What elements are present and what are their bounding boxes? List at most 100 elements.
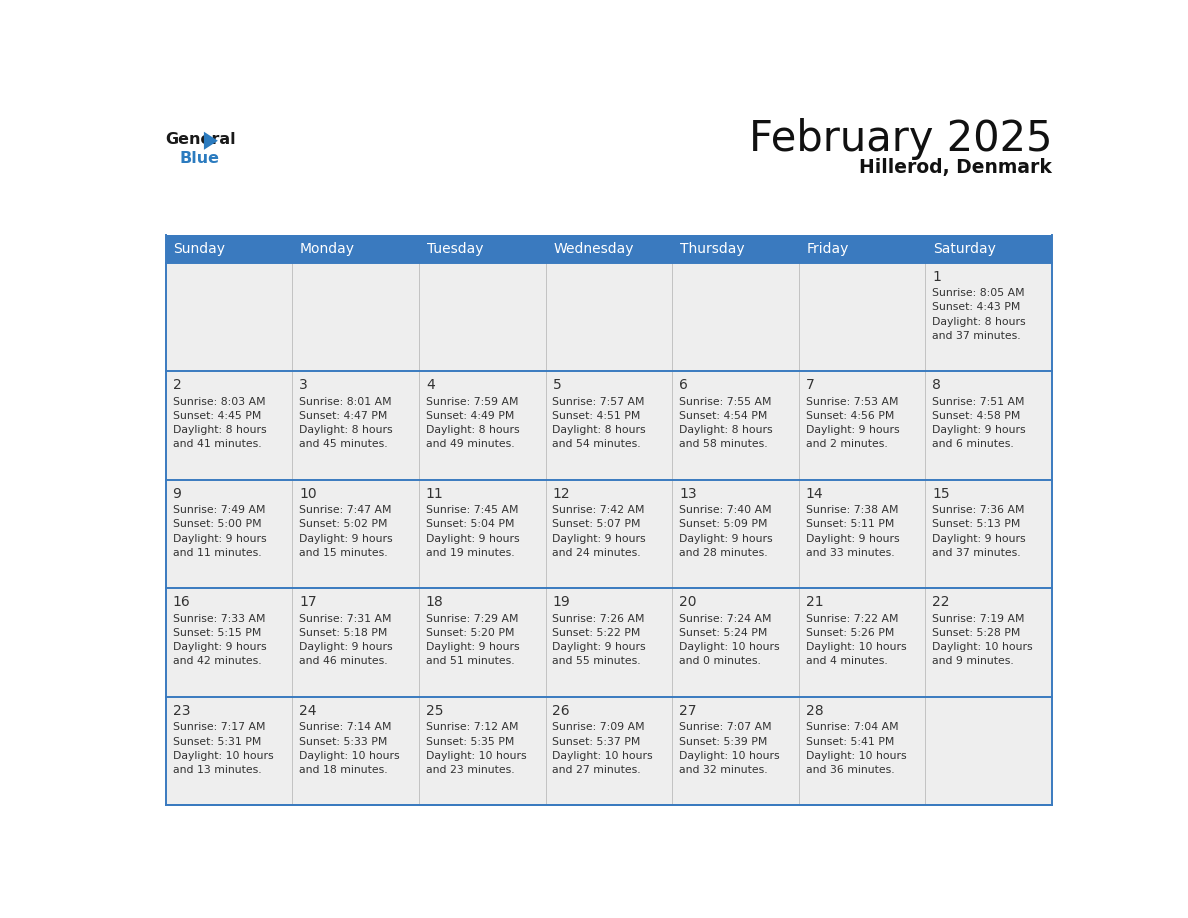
Text: Sunset: 5:20 PM: Sunset: 5:20 PM: [425, 628, 514, 638]
Bar: [165, 697, 1053, 805]
Text: and 32 minutes.: and 32 minutes.: [680, 765, 767, 775]
Text: February 2025: February 2025: [748, 118, 1053, 160]
Text: Tuesday: Tuesday: [426, 241, 484, 256]
Text: Daylight: 10 hours: Daylight: 10 hours: [299, 751, 400, 761]
Text: and 18 minutes.: and 18 minutes.: [299, 765, 387, 775]
Text: Sunrise: 8:05 AM: Sunrise: 8:05 AM: [933, 288, 1025, 298]
Text: 6: 6: [680, 378, 688, 392]
Text: Daylight: 9 hours: Daylight: 9 hours: [425, 643, 519, 652]
Text: 16: 16: [172, 595, 190, 610]
Text: and 28 minutes.: and 28 minutes.: [680, 548, 767, 558]
Text: Sunset: 5:09 PM: Sunset: 5:09 PM: [680, 520, 767, 530]
Text: 11: 11: [425, 487, 443, 500]
Text: Sunrise: 7:40 AM: Sunrise: 7:40 AM: [680, 505, 772, 515]
Text: and 24 minutes.: and 24 minutes.: [552, 548, 642, 558]
Text: Sunrise: 7:42 AM: Sunrise: 7:42 AM: [552, 505, 645, 515]
Text: Sunrise: 7:04 AM: Sunrise: 7:04 AM: [805, 722, 898, 733]
Text: Sunset: 5:35 PM: Sunset: 5:35 PM: [425, 736, 514, 746]
Text: Daylight: 9 hours: Daylight: 9 hours: [933, 425, 1026, 435]
Text: Daylight: 10 hours: Daylight: 10 hours: [552, 751, 653, 761]
Text: 3: 3: [299, 378, 308, 392]
Text: Daylight: 9 hours: Daylight: 9 hours: [425, 533, 519, 543]
Text: Thursday: Thursday: [680, 241, 745, 256]
Text: Sunrise: 7:07 AM: Sunrise: 7:07 AM: [680, 722, 772, 733]
Text: and 15 minutes.: and 15 minutes.: [299, 548, 387, 558]
Text: 9: 9: [172, 487, 182, 500]
Text: Sunrise: 7:33 AM: Sunrise: 7:33 AM: [172, 614, 265, 623]
Polygon shape: [204, 131, 217, 150]
Text: Sunset: 4:51 PM: Sunset: 4:51 PM: [552, 411, 640, 420]
Text: Daylight: 9 hours: Daylight: 9 hours: [299, 533, 393, 543]
Text: Sunrise: 7:26 AM: Sunrise: 7:26 AM: [552, 614, 645, 623]
Text: 23: 23: [172, 704, 190, 718]
Text: Sunrise: 7:47 AM: Sunrise: 7:47 AM: [299, 505, 392, 515]
Bar: [165, 371, 1053, 480]
Text: Sunrise: 7:57 AM: Sunrise: 7:57 AM: [552, 397, 645, 407]
Text: Sunrise: 7:22 AM: Sunrise: 7:22 AM: [805, 614, 898, 623]
Text: Sunrise: 7:09 AM: Sunrise: 7:09 AM: [552, 722, 645, 733]
Text: Sunrise: 7:38 AM: Sunrise: 7:38 AM: [805, 505, 898, 515]
Text: 4: 4: [425, 378, 435, 392]
Text: 25: 25: [425, 704, 443, 718]
Text: 5: 5: [552, 378, 561, 392]
Text: Sunrise: 7:24 AM: Sunrise: 7:24 AM: [680, 614, 772, 623]
Text: and 4 minutes.: and 4 minutes.: [805, 656, 887, 666]
Text: Sunrise: 7:14 AM: Sunrise: 7:14 AM: [299, 722, 392, 733]
Text: 15: 15: [933, 487, 950, 500]
Text: Daylight: 10 hours: Daylight: 10 hours: [805, 751, 906, 761]
Text: and 6 minutes.: and 6 minutes.: [933, 440, 1015, 449]
Text: Sunset: 5:02 PM: Sunset: 5:02 PM: [299, 520, 387, 530]
Text: Sunrise: 7:55 AM: Sunrise: 7:55 AM: [680, 397, 772, 407]
Text: 21: 21: [805, 595, 823, 610]
Bar: [165, 480, 1053, 588]
Text: Sunrise: 7:53 AM: Sunrise: 7:53 AM: [805, 397, 898, 407]
Text: Sunrise: 7:49 AM: Sunrise: 7:49 AM: [172, 505, 265, 515]
Text: and 45 minutes.: and 45 minutes.: [299, 440, 387, 449]
Text: 22: 22: [933, 595, 950, 610]
Text: and 9 minutes.: and 9 minutes.: [933, 656, 1015, 666]
Text: 12: 12: [552, 487, 570, 500]
Text: Sunday: Sunday: [173, 241, 226, 256]
Text: 13: 13: [680, 487, 697, 500]
Text: Sunset: 4:56 PM: Sunset: 4:56 PM: [805, 411, 895, 420]
Text: and 11 minutes.: and 11 minutes.: [172, 548, 261, 558]
Text: 18: 18: [425, 595, 443, 610]
Text: Sunset: 5:26 PM: Sunset: 5:26 PM: [805, 628, 895, 638]
Text: and 0 minutes.: and 0 minutes.: [680, 656, 762, 666]
Text: 10: 10: [299, 487, 317, 500]
Text: Daylight: 8 hours: Daylight: 8 hours: [680, 425, 772, 435]
Text: 27: 27: [680, 704, 696, 718]
Text: and 36 minutes.: and 36 minutes.: [805, 765, 895, 775]
Text: and 33 minutes.: and 33 minutes.: [805, 548, 895, 558]
Text: and 51 minutes.: and 51 minutes.: [425, 656, 514, 666]
Text: Sunset: 5:33 PM: Sunset: 5:33 PM: [299, 736, 387, 746]
Text: and 27 minutes.: and 27 minutes.: [552, 765, 642, 775]
Text: and 54 minutes.: and 54 minutes.: [552, 440, 642, 449]
Text: and 58 minutes.: and 58 minutes.: [680, 440, 767, 449]
Text: Sunset: 5:22 PM: Sunset: 5:22 PM: [552, 628, 640, 638]
Bar: [165, 235, 1053, 263]
Text: 24: 24: [299, 704, 317, 718]
Text: Blue: Blue: [179, 151, 219, 166]
Bar: [165, 588, 1053, 697]
Text: Daylight: 10 hours: Daylight: 10 hours: [425, 751, 526, 761]
Text: Wednesday: Wednesday: [554, 241, 633, 256]
Text: Sunset: 5:41 PM: Sunset: 5:41 PM: [805, 736, 895, 746]
Text: 8: 8: [933, 378, 941, 392]
Text: Sunset: 4:43 PM: Sunset: 4:43 PM: [933, 302, 1020, 312]
Text: Daylight: 9 hours: Daylight: 9 hours: [172, 643, 266, 652]
Text: Sunset: 5:07 PM: Sunset: 5:07 PM: [552, 520, 642, 530]
Text: Daylight: 8 hours: Daylight: 8 hours: [172, 425, 266, 435]
Text: Daylight: 9 hours: Daylight: 9 hours: [805, 533, 899, 543]
Text: 14: 14: [805, 487, 823, 500]
Text: Saturday: Saturday: [934, 241, 996, 256]
Text: Sunrise: 7:29 AM: Sunrise: 7:29 AM: [425, 614, 518, 623]
Text: and 19 minutes.: and 19 minutes.: [425, 548, 514, 558]
Text: Sunset: 5:11 PM: Sunset: 5:11 PM: [805, 520, 895, 530]
Text: Daylight: 9 hours: Daylight: 9 hours: [552, 533, 646, 543]
Text: Sunrise: 7:45 AM: Sunrise: 7:45 AM: [425, 505, 518, 515]
Text: Sunset: 5:00 PM: Sunset: 5:00 PM: [172, 520, 261, 530]
Text: Sunset: 5:04 PM: Sunset: 5:04 PM: [425, 520, 514, 530]
Text: Sunset: 4:54 PM: Sunset: 4:54 PM: [680, 411, 767, 420]
Text: Daylight: 10 hours: Daylight: 10 hours: [933, 643, 1034, 652]
